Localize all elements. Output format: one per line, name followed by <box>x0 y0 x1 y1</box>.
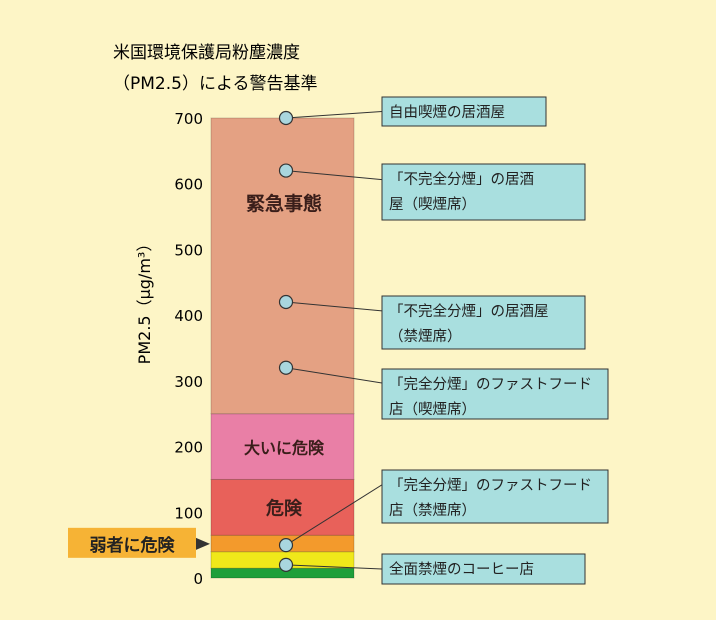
callout-box <box>381 295 586 350</box>
y-tick-label: 0 <box>193 570 203 588</box>
data-point <box>278 360 294 375</box>
y-tick-label: 700 <box>174 110 203 128</box>
leader-lines <box>285 111 383 570</box>
leader-line <box>285 484 383 546</box>
callout-text: 自由喫煙の居酒屋 <box>389 104 505 121</box>
y-tick-label: 200 <box>174 439 203 457</box>
data-point <box>278 294 294 310</box>
leader-line <box>285 170 383 181</box>
callout-box <box>381 469 609 524</box>
chart-title: 米国環境保護局粉塵濃度 （PM2.5）による警告基準 <box>113 43 317 94</box>
callout-box <box>381 553 586 585</box>
data-points <box>278 110 294 572</box>
callout-text: 「不完全分煙」の居酒 <box>389 170 534 188</box>
y-tick-label: 400 <box>174 307 203 325</box>
callout-text: 店（禁煙席） <box>389 502 476 519</box>
y-tick-label: 500 <box>174 241 203 259</box>
callout-text: 「完全分煙」のファストフード <box>389 476 592 494</box>
band-label: 緊急事態 <box>246 192 322 215</box>
callout-text: 全面禁煙のコーヒー店 <box>389 560 534 578</box>
callout-box <box>381 96 547 127</box>
side-label-text: 弱者に危険 <box>90 535 176 556</box>
y-tick-label: 600 <box>174 176 203 194</box>
band-3 <box>210 478 355 536</box>
y-tick-label: 300 <box>174 373 203 391</box>
leader-line <box>285 111 383 119</box>
callout-box <box>381 163 586 221</box>
data-point <box>278 163 294 178</box>
y-tick-label: 100 <box>174 504 203 522</box>
data-point <box>278 538 294 553</box>
chart-title-line-1: 米国環境保護局粉塵濃度 <box>113 43 300 63</box>
callout-text: 「完全分煙」のファストフード <box>389 375 592 393</box>
leader-line <box>285 564 383 570</box>
leader-line <box>285 367 383 384</box>
y-axis-label: PM2.5（μg/m³） <box>135 236 154 365</box>
callouts: 自由喫煙の居酒屋「不完全分煙」の居酒屋（喫煙席） 「不完全分煙」の居酒屋 （禁煙席）… <box>381 96 609 585</box>
band-label: 大いに危険 <box>244 439 325 458</box>
leader-line <box>285 301 383 312</box>
side-label: 弱者に危険 <box>68 527 210 558</box>
side-label-arrow <box>196 537 210 550</box>
callout-text: （禁煙席） <box>389 328 462 345</box>
band-4 <box>210 413 355 480</box>
callout-text: 店（喫煙席） <box>389 401 476 418</box>
callout-text: 屋（喫煙席） <box>389 196 476 213</box>
band-labels: 危険 大いに危険 緊急事態 <box>244 192 325 519</box>
callout-text: 「不完全分煙」の居酒屋 <box>389 302 549 320</box>
chart-title-line-2: （PM2.5）による警告基準 <box>113 74 317 94</box>
y-axis: 0 100 200 300 400 500 600 700 <box>174 110 203 588</box>
data-point <box>278 110 294 126</box>
data-point <box>278 557 294 572</box>
callout-box <box>381 368 609 420</box>
band-label: 危険 <box>265 497 303 519</box>
side-label-box <box>68 527 196 558</box>
